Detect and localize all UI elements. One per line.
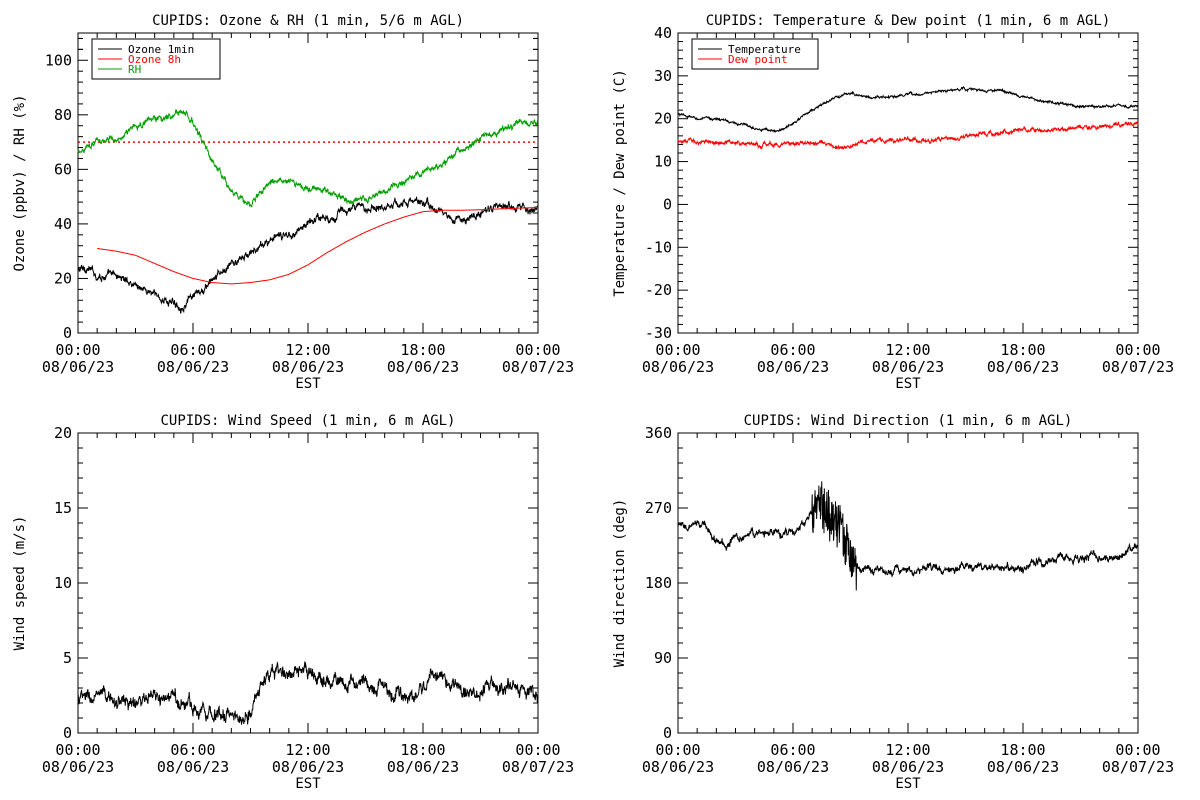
x-tick-label: 18:00 bbox=[400, 341, 445, 359]
y-tick-label: -30 bbox=[645, 324, 672, 342]
y-tick-label: 80 bbox=[54, 106, 72, 124]
y-tick-label: 360 bbox=[645, 424, 672, 442]
ozone-1min-line bbox=[77, 196, 539, 314]
y-tick-label: 40 bbox=[54, 215, 72, 233]
x-tick-label: 06:00 bbox=[770, 741, 815, 759]
x-tick-date-label: 08/07/23 bbox=[502, 358, 574, 376]
y-tick-label: 90 bbox=[654, 649, 672, 667]
y-tick-label: 5 bbox=[63, 649, 72, 667]
x-tick-label: 00:00 bbox=[55, 341, 100, 359]
y-axis-label: Temperature / Dew point (C) bbox=[612, 69, 628, 297]
x-tick-label: 00:00 bbox=[515, 341, 560, 359]
chart-title: CUPIDS: Wind Speed (1 min, 6 m AGL) bbox=[160, 413, 455, 429]
x-tick-date-label: 08/06/23 bbox=[387, 358, 459, 376]
y-axis-label: Wind speed (m/s) bbox=[12, 516, 28, 651]
x-tick-label: 12:00 bbox=[885, 341, 930, 359]
legend-label: Ozone 8h bbox=[128, 53, 181, 66]
x-tick-date-label: 08/06/23 bbox=[642, 758, 714, 776]
x-tick-date-label: 08/06/23 bbox=[987, 358, 1059, 376]
x-tick-label: 00:00 bbox=[55, 741, 100, 759]
plot-frame bbox=[677, 432, 1139, 734]
x-tick-date-label: 08/06/23 bbox=[42, 758, 114, 776]
x-tick-label: 06:00 bbox=[170, 741, 215, 759]
x-tick-label: 06:00 bbox=[770, 341, 815, 359]
x-tick-label: 00:00 bbox=[655, 741, 700, 759]
x-tick-date-label: 08/06/23 bbox=[757, 758, 829, 776]
x-tick-label: 18:00 bbox=[1000, 741, 1045, 759]
y-tick-label: 100 bbox=[45, 51, 72, 69]
x-tick-date-label: 08/07/23 bbox=[1102, 358, 1174, 376]
x-tick-label: 00:00 bbox=[655, 341, 700, 359]
y-tick-label: 0 bbox=[663, 724, 672, 742]
x-tick-label: 00:00 bbox=[1115, 341, 1160, 359]
y-tick-label: 270 bbox=[645, 499, 672, 517]
y-tick-label: 20 bbox=[654, 110, 672, 128]
x-tick-date-label: 08/06/23 bbox=[272, 358, 344, 376]
y-tick-label: 20 bbox=[54, 424, 72, 442]
legend-label: RH bbox=[128, 63, 141, 76]
y-tick-label: 15 bbox=[54, 499, 72, 517]
temperature-line bbox=[677, 86, 1139, 133]
chart-title: CUPIDS: Temperature & Dew point (1 min, … bbox=[706, 13, 1111, 29]
x-axis-label: EST bbox=[295, 776, 321, 792]
plot-frame bbox=[77, 432, 539, 734]
y-axis-label: Ozone (ppbv) / RH (%) bbox=[12, 94, 28, 271]
x-tick-label: 12:00 bbox=[285, 341, 330, 359]
rh-line bbox=[77, 109, 539, 208]
y-axis-label: Wind direction (deg) bbox=[612, 499, 628, 668]
x-tick-label: 18:00 bbox=[1000, 341, 1045, 359]
y-tick-label: 10 bbox=[54, 574, 72, 592]
ozone-rh-panel: CUPIDS: Ozone & RH (1 min, 5/6 m AGL) Oz… bbox=[12, 13, 574, 392]
x-tick-label: 12:00 bbox=[885, 741, 930, 759]
x-tick-label: 00:00 bbox=[1115, 741, 1160, 759]
x-tick-label: 12:00 bbox=[285, 741, 330, 759]
series-line bbox=[77, 661, 539, 725]
y-tick-label: 0 bbox=[63, 324, 72, 342]
x-axis-label: EST bbox=[295, 376, 321, 392]
x-tick-date-label: 08/06/23 bbox=[387, 758, 459, 776]
x-tick-label: 18:00 bbox=[400, 741, 445, 759]
chart-title: CUPIDS: Wind Direction (1 min, 6 m AGL) bbox=[744, 413, 1073, 429]
x-tick-date-label: 08/06/23 bbox=[157, 358, 229, 376]
y-tick-label: 0 bbox=[63, 724, 72, 742]
x-tick-label: 06:00 bbox=[170, 341, 215, 359]
x-axis-label: EST bbox=[895, 376, 921, 392]
y-tick-label: 20 bbox=[54, 269, 72, 287]
x-axis-label: EST bbox=[895, 776, 921, 792]
x-tick-date-label: 08/06/23 bbox=[872, 758, 944, 776]
y-tick-label: -10 bbox=[645, 238, 672, 256]
dew-point-line bbox=[677, 120, 1139, 151]
x-tick-date-label: 08/06/23 bbox=[642, 358, 714, 376]
wind-speed-panel: CUPIDS: Wind Speed (1 min, 6 m AGL) Wind… bbox=[12, 413, 574, 792]
legend-box bbox=[691, 38, 819, 70]
series-line bbox=[677, 481, 1139, 591]
legend-label: Dew point bbox=[728, 53, 788, 66]
x-tick-date-label: 08/06/23 bbox=[272, 758, 344, 776]
chart-title: CUPIDS: Ozone & RH (1 min, 5/6 m AGL) bbox=[152, 13, 464, 29]
y-tick-label: -20 bbox=[645, 281, 672, 299]
y-tick-label: 40 bbox=[654, 24, 672, 42]
x-tick-date-label: 08/06/23 bbox=[872, 358, 944, 376]
x-tick-date-label: 08/07/23 bbox=[1102, 758, 1174, 776]
y-tick-label: 180 bbox=[645, 574, 672, 592]
legend-label: Ozone 1min bbox=[128, 43, 194, 56]
x-tick-date-label: 08/06/23 bbox=[42, 358, 114, 376]
x-tick-date-label: 08/06/23 bbox=[157, 758, 229, 776]
y-tick-label: 0 bbox=[663, 195, 672, 213]
y-tick-label: 30 bbox=[654, 67, 672, 85]
x-tick-label: 00:00 bbox=[515, 741, 560, 759]
legend-label: Temperature bbox=[728, 43, 801, 56]
y-tick-label: 60 bbox=[54, 160, 72, 178]
y-tick-label: 10 bbox=[654, 153, 672, 171]
temperature-dewpoint-panel: CUPIDS: Temperature & Dew point (1 min, … bbox=[612, 13, 1174, 392]
x-tick-date-label: 08/07/23 bbox=[502, 758, 574, 776]
x-tick-date-label: 08/06/23 bbox=[757, 358, 829, 376]
wind-direction-panel: CUPIDS: Wind Direction (1 min, 6 m AGL) … bbox=[612, 413, 1174, 792]
ozone-8h-line bbox=[97, 207, 538, 285]
plot-frame bbox=[677, 32, 1139, 334]
x-tick-date-label: 08/06/23 bbox=[987, 758, 1059, 776]
